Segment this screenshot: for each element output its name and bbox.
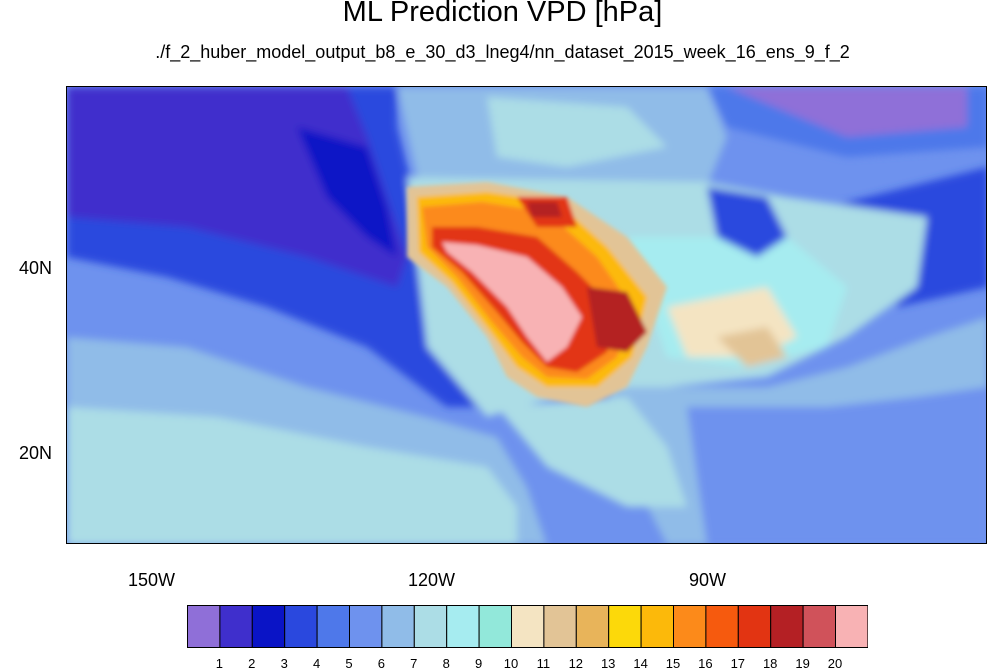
lat-label-20n: 20N xyxy=(19,443,53,463)
vpd-field xyxy=(67,87,986,543)
map-subtitle: ./f_2_huber_model_output_b8_e_30_d3_lneg… xyxy=(155,42,850,62)
colorbar-tick-label: 15 xyxy=(665,656,681,671)
vpd-map xyxy=(66,86,987,544)
colorbar-swatch xyxy=(608,605,642,648)
lon-label-150w: 150W xyxy=(128,570,176,590)
colorbar-tick-label: 2 xyxy=(248,656,256,671)
colorbar-swatch xyxy=(835,605,868,648)
colorbar-tick-label: 13 xyxy=(600,656,616,671)
colorbar-swatch xyxy=(802,605,836,648)
colorbar-swatch xyxy=(381,605,415,648)
colorbar-tick-label: 17 xyxy=(730,656,746,671)
colorbar-tick-label: 19 xyxy=(795,656,810,671)
colorbar-swatch xyxy=(478,605,513,648)
colorbar-tick-label: 16 xyxy=(698,656,713,671)
colorbar-tick-label: 3 xyxy=(280,656,288,671)
lon-label-90w: 90W xyxy=(689,570,727,590)
colorbar-tick-label: 11 xyxy=(536,656,551,671)
colorbar-swatch xyxy=(737,605,772,648)
colorbar-swatch xyxy=(316,605,351,648)
colorbar-swatch xyxy=(413,605,448,648)
colorbar-swatch xyxy=(543,605,577,648)
colorbar-tick-label: 1 xyxy=(215,656,223,671)
colorbar-swatch xyxy=(640,605,675,648)
colorbar-swatch xyxy=(511,605,545,648)
colorbar-tick-label: 9 xyxy=(474,656,483,671)
colorbar-swatch xyxy=(187,605,221,648)
lat-label-40n: 40N xyxy=(19,258,53,278)
colorbar-swatch xyxy=(705,605,739,648)
colorbar-tick-label: 6 xyxy=(377,656,385,671)
map-title: ML Prediction VPD [hPa] xyxy=(342,0,663,28)
colorbar-swatch xyxy=(219,605,253,648)
lon-label-120w: 120W xyxy=(408,570,456,590)
colorbar-tick-label: 5 xyxy=(345,656,353,671)
colorbar-swatch xyxy=(575,605,610,648)
colorbar-swatch xyxy=(349,605,383,648)
colorbar-swatch xyxy=(770,605,804,648)
colorbar-tick-label: 10 xyxy=(503,656,519,671)
colorbar-tick-label: 4 xyxy=(312,656,321,671)
colorbar-tick-label: 18 xyxy=(762,656,778,671)
colorbar-swatch xyxy=(284,605,318,648)
colorbar-swatch xyxy=(446,605,480,648)
colorbar-swatch xyxy=(673,605,707,648)
colorbar-tick-label: 20 xyxy=(827,656,843,671)
colorbar-tick-label: 12 xyxy=(568,656,584,671)
colorbar-tick-label: 8 xyxy=(442,656,450,671)
colorbar-tick-label: 14 xyxy=(633,656,648,671)
colorbar-tick-label: 7 xyxy=(410,656,418,671)
colorbar xyxy=(187,605,868,648)
colorbar-swatch xyxy=(251,605,286,648)
